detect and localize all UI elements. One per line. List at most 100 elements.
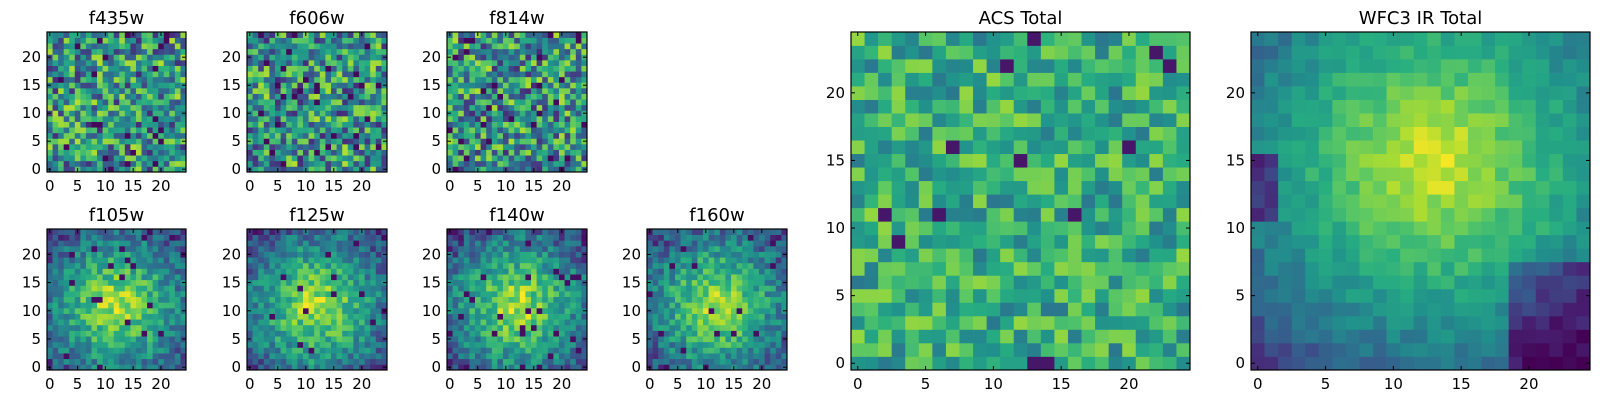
heatmap-cell xyxy=(497,291,504,298)
heatmap-cell xyxy=(503,60,509,66)
heatmap-cell xyxy=(375,324,382,331)
heatmap-cell xyxy=(174,160,181,167)
heatmap-cell xyxy=(519,245,526,252)
heatmap-cell xyxy=(331,132,337,139)
heatmap-cell xyxy=(141,262,148,269)
heatmap-cell xyxy=(163,54,170,61)
heatmap-cell xyxy=(452,88,459,94)
heatmap-cell xyxy=(135,99,142,106)
heatmap-cell xyxy=(353,54,360,61)
heatmap-cell xyxy=(158,257,165,264)
heatmap-cell xyxy=(297,110,304,117)
heatmap-cell xyxy=(542,296,549,303)
heatmap-cell xyxy=(381,324,388,331)
heatmap-cell xyxy=(463,166,470,173)
heatmap-cell xyxy=(686,302,693,309)
heatmap-cell xyxy=(130,76,137,83)
heatmap-cell xyxy=(314,48,321,55)
heatmap-cell xyxy=(325,149,332,156)
heatmap-cell xyxy=(559,71,565,78)
heatmap-cell xyxy=(491,65,498,72)
heatmap-cell xyxy=(703,245,709,252)
heatmap-cell xyxy=(319,229,326,235)
heatmap-cell xyxy=(1135,302,1150,317)
heatmap-cell xyxy=(97,285,103,292)
heatmap-cell xyxy=(353,132,360,139)
heatmap-cell xyxy=(491,93,498,100)
heatmap-cell xyxy=(463,257,470,264)
heatmap-cell xyxy=(559,116,565,122)
heatmap-cell xyxy=(147,166,153,173)
heatmap-cell xyxy=(905,302,920,317)
heatmap-cell xyxy=(152,48,159,55)
heatmap-cell xyxy=(525,234,532,241)
heatmap-cell xyxy=(491,257,498,264)
heatmap-cell xyxy=(480,149,487,156)
heatmap-cell xyxy=(297,364,304,371)
heatmap-cell xyxy=(514,262,521,269)
heatmap-cell xyxy=(575,234,582,241)
heatmap-cell xyxy=(347,313,354,320)
heatmap-cell xyxy=(147,279,153,286)
heatmap-cell xyxy=(280,330,287,337)
heatmap-cell xyxy=(359,307,365,314)
heatmap-cell xyxy=(519,296,526,303)
y-tick-label: 20 xyxy=(422,48,441,66)
heatmap-cell xyxy=(480,296,487,303)
heatmap-cell xyxy=(680,291,687,298)
heatmap-cell xyxy=(525,279,532,286)
heatmap-cell xyxy=(297,149,304,156)
heatmap-cell xyxy=(370,149,377,156)
heatmap-cell xyxy=(135,234,142,241)
heatmap-cell xyxy=(291,291,298,298)
heatmap-cell xyxy=(491,285,498,292)
heatmap-cell xyxy=(503,296,509,303)
heatmap-cell xyxy=(91,229,98,235)
heatmap-cell xyxy=(47,313,53,320)
heatmap-cell xyxy=(764,274,771,281)
heatmap-cell xyxy=(263,116,270,122)
heatmap-cell xyxy=(469,245,476,252)
heatmap-cell xyxy=(247,291,253,298)
heatmap-cell xyxy=(742,336,749,343)
heatmap-cell xyxy=(514,285,521,292)
heatmap-cell xyxy=(97,268,103,275)
heatmap-cell xyxy=(375,358,382,365)
heatmap-cell xyxy=(497,54,504,61)
heatmap-cell xyxy=(1067,180,1082,195)
heatmap-cell xyxy=(69,60,76,66)
heatmap-cell xyxy=(553,144,560,150)
heatmap-cell xyxy=(1067,167,1082,182)
heatmap-cell xyxy=(91,166,98,173)
heatmap-cell xyxy=(364,279,371,286)
heatmap-cell xyxy=(85,155,92,162)
heatmap-cell xyxy=(775,358,782,365)
heatmap-cell xyxy=(252,296,259,303)
heatmap-cell xyxy=(141,43,148,50)
heatmap-cell xyxy=(381,32,388,38)
heatmap-cell xyxy=(491,82,498,89)
heatmap-cell xyxy=(731,319,737,326)
heatmap-cell xyxy=(531,155,537,162)
heatmap-cell xyxy=(375,347,382,354)
heatmap-cell xyxy=(878,356,893,371)
heatmap-cell xyxy=(275,138,281,145)
heatmap-cell xyxy=(158,155,165,162)
heatmap-cell xyxy=(91,285,98,292)
heatmap-cell xyxy=(463,65,470,72)
heatmap-cell xyxy=(463,132,470,139)
heatmap-cell xyxy=(308,251,315,258)
heatmap-cell xyxy=(308,291,315,298)
heatmap-cell xyxy=(58,93,65,100)
heatmap-cell xyxy=(536,82,543,89)
heatmap-cell xyxy=(63,99,70,106)
heatmap-cell xyxy=(463,104,470,111)
heatmap-cell xyxy=(163,166,170,173)
heatmap-cell xyxy=(542,291,549,298)
heatmap-cell xyxy=(147,291,153,298)
heatmap-cell xyxy=(480,121,487,128)
heatmap-cell xyxy=(658,240,665,247)
heatmap-cell xyxy=(336,336,343,343)
heatmap-cell xyxy=(308,37,315,44)
heatmap-cell xyxy=(570,138,577,145)
